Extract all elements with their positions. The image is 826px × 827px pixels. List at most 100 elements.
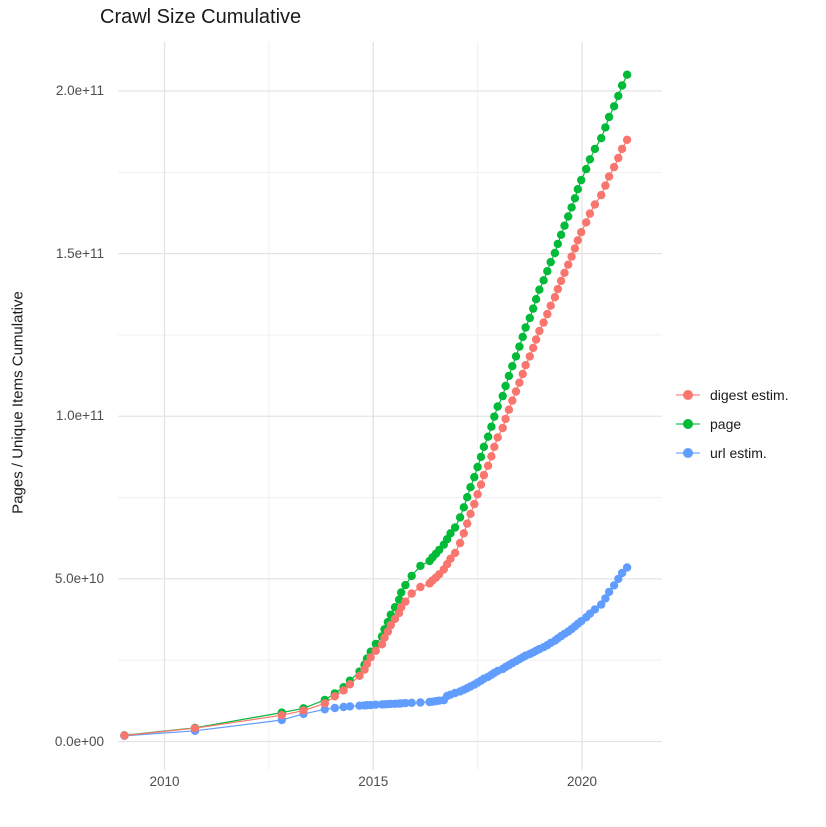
data-point (518, 369, 527, 379)
legend-key-icon (676, 418, 700, 430)
data-point (609, 581, 619, 590)
data-point (573, 185, 582, 194)
data-point (479, 470, 489, 480)
data-point (473, 462, 482, 472)
data-point (476, 452, 486, 462)
data-point (479, 442, 489, 451)
data-point (120, 731, 129, 740)
data-point (455, 538, 465, 548)
data-point (546, 301, 555, 310)
data-point (546, 257, 555, 267)
data-point (487, 422, 496, 431)
data-point (407, 571, 416, 581)
x-tick-label: 2020 (566, 774, 598, 789)
series-url-estim- (120, 563, 632, 740)
data-point (567, 203, 576, 212)
data-point (622, 70, 632, 79)
legend-item-page: page (676, 409, 789, 438)
data-point (498, 423, 507, 433)
legend-key-icon (676, 447, 700, 459)
data-point (531, 335, 541, 344)
series-digest-estim- (120, 135, 632, 740)
x-tick-label: 2010 (149, 774, 180, 789)
data-point (366, 653, 375, 662)
data-point (570, 244, 580, 253)
data-point (556, 230, 566, 239)
data-point (515, 378, 524, 387)
legend-item-digest-estim: digest estim. (676, 380, 789, 409)
data-point (459, 503, 468, 512)
data-point (511, 387, 521, 396)
data-point (604, 112, 614, 122)
data-point (371, 646, 380, 655)
data-point (617, 144, 627, 154)
data-point (609, 102, 619, 111)
data-point (535, 326, 544, 336)
data-point (590, 144, 600, 154)
series-page (120, 70, 632, 740)
data-point (330, 703, 339, 713)
data-point (483, 461, 493, 470)
data-point (463, 493, 472, 502)
data-point (535, 285, 544, 294)
data-point (570, 194, 580, 203)
legend-item-url-estim: url estim. (676, 438, 789, 467)
y-axis-label: Pages / Unique Items Cumulative (9, 291, 27, 514)
data-point (371, 700, 380, 709)
data-point (529, 343, 538, 353)
data-point (501, 381, 510, 391)
data-point (459, 529, 468, 538)
data-point (277, 711, 286, 720)
data-point (582, 164, 591, 174)
data-point (493, 402, 502, 411)
data-point (339, 686, 348, 695)
data-point (466, 509, 475, 518)
data-point (416, 582, 425, 592)
data-point (487, 452, 496, 461)
data-point (518, 332, 527, 342)
data-point (556, 276, 566, 286)
data-point (345, 702, 355, 711)
data-point (614, 91, 623, 101)
data-point (446, 529, 455, 538)
data-point (493, 433, 502, 442)
data-point (362, 659, 372, 668)
data-point (582, 218, 591, 227)
data-point (394, 595, 404, 604)
data-point (553, 284, 562, 294)
data-point (299, 706, 308, 715)
data-point (407, 698, 416, 707)
x-tick-label: 2015 (358, 774, 389, 789)
data-point (416, 698, 425, 707)
data-point (416, 561, 425, 571)
data-point (609, 162, 619, 172)
y-tick-label: 1.0e+11 (55, 408, 104, 424)
data-point (601, 123, 610, 132)
data-point (604, 587, 614, 597)
data-point (386, 620, 395, 630)
data-point (463, 519, 472, 528)
data-point (521, 361, 530, 370)
series-line (124, 74, 628, 736)
data-point (345, 680, 355, 689)
data-point (483, 432, 493, 441)
data-point (320, 705, 329, 714)
data-point (401, 580, 410, 590)
data-point (521, 323, 530, 332)
data-point (339, 702, 348, 712)
data-point (543, 267, 552, 276)
data-point (564, 212, 573, 221)
data-point (490, 412, 499, 421)
y-tick-label: 0.0e+00 (54, 733, 104, 749)
data-point (401, 597, 410, 606)
data-point (539, 276, 548, 285)
legend-label: digest estim. (710, 386, 789, 403)
data-point (560, 268, 569, 277)
data-point (539, 318, 548, 327)
data-point (511, 352, 521, 361)
data-point (601, 594, 610, 603)
data-point (531, 295, 541, 304)
data-point (473, 490, 482, 499)
